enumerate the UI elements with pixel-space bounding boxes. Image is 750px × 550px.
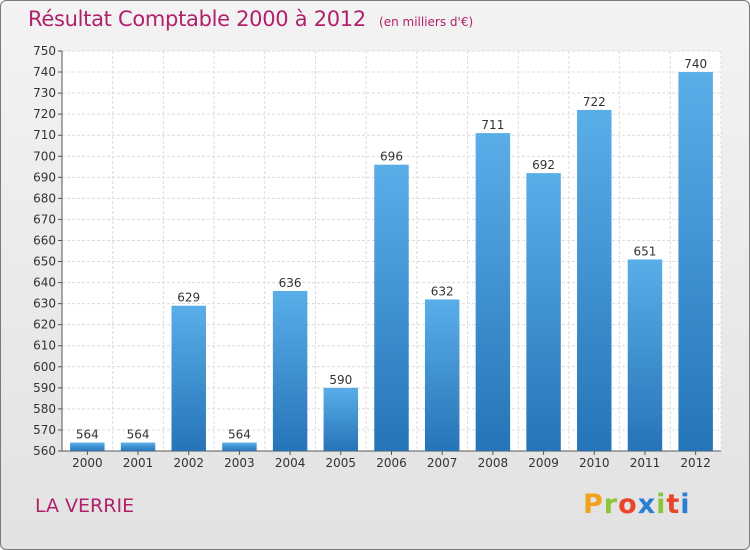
y-tick-label: 720 [33, 107, 56, 121]
bar [577, 109, 612, 452]
bar-value-label: 696 [380, 150, 403, 164]
y-tick-label: 740 [33, 65, 56, 79]
chart-title: Résultat Comptable 2000 à 2012 [28, 7, 366, 31]
bar-value-label: 636 [279, 276, 302, 290]
chart-subtitle: (en milliers d'€) [379, 15, 474, 29]
bar-value-label: 632 [431, 284, 454, 298]
y-tick-label: 560 [33, 444, 56, 458]
bar [475, 133, 511, 451]
y-tick-label: 590 [33, 381, 56, 395]
bar [678, 72, 713, 451]
bar [70, 442, 105, 451]
bar-value-label: 651 [634, 244, 657, 258]
bar-value-label: 564 [228, 428, 251, 442]
x-tick-label: 2007 [427, 456, 458, 470]
bar [526, 173, 561, 451]
bar [171, 305, 206, 451]
bar [323, 387, 359, 451]
bar-value-label: 722 [583, 95, 606, 109]
logo-letter: x [637, 489, 657, 520]
bar-value-label: 564 [76, 428, 99, 442]
x-tick-label: 2012 [680, 456, 711, 470]
logo-letter: i [656, 489, 667, 520]
y-tick-label: 660 [33, 233, 56, 247]
bar-value-label: 692 [532, 158, 555, 172]
y-tick-label: 690 [33, 170, 56, 184]
proxiti-logo: Proxiti [583, 489, 691, 520]
bar [424, 299, 460, 451]
bar [272, 291, 308, 451]
y-tick-label: 750 [33, 44, 56, 58]
y-tick-label: 710 [33, 128, 56, 142]
y-tick-label: 630 [33, 297, 56, 311]
bar-value-label: 564 [127, 428, 150, 442]
x-tick-label: 2004 [275, 456, 306, 470]
logo-letter: i [680, 489, 691, 520]
logo-letter: P [583, 489, 604, 520]
y-tick-label: 680 [33, 191, 56, 205]
x-tick-label: 2009 [528, 456, 559, 470]
x-tick-label: 2006 [376, 456, 407, 470]
y-tick-label: 730 [33, 86, 56, 100]
bar [627, 259, 663, 451]
x-tick-label: 2008 [478, 456, 509, 470]
x-tick-label: 2000 [72, 456, 103, 470]
chart-header: Résultat Comptable 2000 à 2012 (en milli… [28, 7, 473, 31]
logo-letter: t [666, 489, 681, 520]
y-tick-label: 570 [33, 423, 56, 437]
x-tick-label: 2002 [173, 456, 204, 470]
x-tick-label: 2010 [579, 456, 610, 470]
x-tick-label: 2003 [224, 456, 255, 470]
y-tick-label: 700 [33, 149, 56, 163]
y-tick-label: 580 [33, 402, 56, 416]
bar [120, 442, 156, 451]
x-tick-label: 2005 [326, 456, 357, 470]
location-label: LA VERRIE [35, 495, 135, 517]
bar [222, 442, 257, 451]
bar-value-label: 711 [481, 118, 504, 132]
bar [374, 164, 409, 451]
y-tick-label: 640 [33, 276, 56, 290]
y-tick-label: 670 [33, 212, 56, 226]
y-tick-label: 600 [33, 360, 56, 374]
x-tick-label: 2011 [630, 456, 661, 470]
logo-letter: r [603, 489, 619, 520]
bar-value-label: 740 [684, 57, 707, 71]
logo-letter: o [618, 489, 638, 520]
y-tick-label: 610 [33, 339, 56, 353]
y-tick-label: 650 [33, 255, 56, 269]
x-tick-label: 2001 [123, 456, 154, 470]
y-tick-label: 620 [33, 318, 56, 332]
bar-value-label: 590 [329, 373, 352, 387]
bar-value-label: 629 [177, 291, 200, 305]
